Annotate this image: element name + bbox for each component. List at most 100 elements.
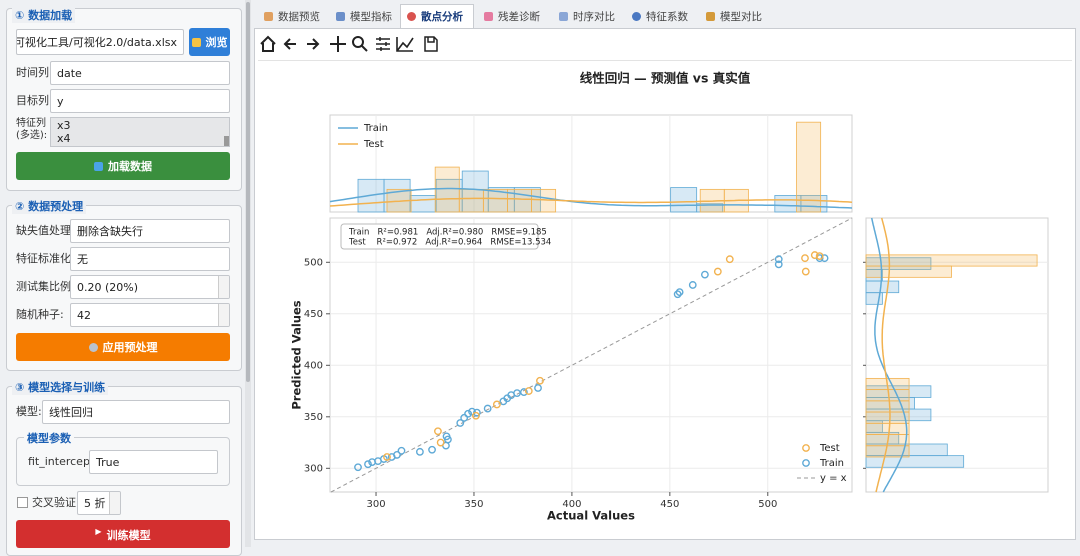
scatter-point bbox=[434, 427, 442, 436]
histogram-bar bbox=[865, 280, 900, 294]
scroll-thumb[interactable] bbox=[246, 2, 250, 382]
axes-icon[interactable] bbox=[396, 37, 414, 52]
scatter-point bbox=[468, 407, 476, 416]
tab[interactable]: 时序对比 bbox=[553, 4, 621, 28]
section-title: ② 数据预处理 bbox=[12, 198, 87, 214]
checkbox-label[interactable]: 交叉验证 bbox=[32, 496, 76, 509]
histogram-bar bbox=[670, 187, 698, 213]
tab-label: 时序对比 bbox=[573, 10, 615, 23]
scatter-point bbox=[520, 388, 528, 396]
kde-curve bbox=[875, 217, 891, 493]
spin-arrows[interactable] bbox=[218, 304, 229, 326]
file-path-input[interactable]: reixin/可视化工具/可视化2.0/data.xlsx bbox=[16, 29, 184, 55]
annotation: Test R²=0.972 Adj.R²=0.964 RMSE=13.534 bbox=[348, 238, 551, 248]
scatter-point bbox=[393, 451, 401, 459]
scatter-point bbox=[416, 447, 424, 456]
x-tick-label: 350 bbox=[464, 499, 483, 510]
spin-arrows[interactable] bbox=[218, 276, 229, 298]
spin-value: 0.20 (20%) bbox=[77, 280, 139, 294]
legend-label: Train bbox=[363, 123, 388, 134]
field-label: 缺失值处理: bbox=[16, 224, 75, 237]
train-button[interactable]: ▶ 训练模型 bbox=[16, 520, 230, 548]
histogram-bar bbox=[383, 178, 411, 213]
scatter-point bbox=[464, 409, 472, 418]
field-input[interactable]: y bbox=[50, 89, 230, 113]
field-input[interactable]: 删除含缺失行 bbox=[70, 219, 230, 243]
x-tick-label: 400 bbox=[562, 499, 581, 510]
checkbox[interactable] bbox=[17, 497, 28, 508]
pan-icon[interactable] bbox=[330, 36, 346, 52]
scatter-point bbox=[713, 267, 722, 276]
tab[interactable]: 模型指标 bbox=[330, 4, 398, 28]
play-icon: ▶ bbox=[95, 527, 102, 536]
kde-curve bbox=[329, 197, 853, 207]
scatter-point bbox=[524, 387, 533, 395]
legend-label: Train bbox=[819, 458, 844, 469]
back-icon[interactable] bbox=[283, 38, 296, 50]
tab[interactable]: 特征系数 bbox=[626, 4, 694, 28]
button-label: 加载数据 bbox=[108, 160, 152, 173]
scatter-point bbox=[725, 255, 734, 264]
chart-title: 线性回归 — 预测值 vs 真实值 bbox=[580, 71, 751, 86]
scatter-point bbox=[774, 260, 783, 269]
zoom-icon[interactable] bbox=[352, 36, 364, 48]
spin-input[interactable]: 0.20 (20%) bbox=[70, 275, 230, 299]
field-input[interactable]: True bbox=[89, 450, 218, 474]
legend-label: y = x bbox=[820, 473, 847, 484]
browse-button[interactable]: 浏览 bbox=[189, 28, 230, 56]
y-axis-label: Predicted Values bbox=[290, 300, 304, 409]
spin-input[interactable]: 42 bbox=[70, 303, 230, 327]
x-axis-label: Actual Values bbox=[547, 509, 635, 523]
scatter-point bbox=[492, 400, 501, 409]
scrollbar[interactable] bbox=[245, 0, 251, 547]
spin-value: 42 bbox=[77, 308, 91, 322]
configure-icon[interactable] bbox=[376, 37, 390, 51]
tab-active[interactable]: 散点分析 bbox=[400, 4, 474, 28]
x-tick-label: 450 bbox=[660, 499, 679, 510]
button-label: 应用预处理 bbox=[102, 341, 158, 354]
legend-marker bbox=[802, 444, 810, 452]
histogram-bar bbox=[434, 166, 460, 213]
spin-arrows[interactable] bbox=[109, 492, 120, 514]
scatter-point bbox=[700, 270, 709, 279]
field-input[interactable]: 无 bbox=[70, 247, 230, 271]
spin-value: 5 折 bbox=[84, 497, 106, 510]
toolbar bbox=[260, 35, 438, 52]
scroll-thumb bbox=[224, 136, 229, 146]
sidebar: ① 数据加载 reixin/可视化工具/可视化2.0/data.xlsx 浏览 … bbox=[0, 0, 245, 556]
field-label: 时间列: bbox=[16, 66, 53, 79]
scatter-point bbox=[801, 254, 809, 263]
y-tick-label: 350 bbox=[304, 412, 323, 423]
histogram-bar bbox=[865, 265, 952, 278]
field-input[interactable]: date bbox=[50, 61, 230, 85]
tab-label: 散点分析 bbox=[421, 11, 463, 23]
tab[interactable]: 残差诊断 bbox=[478, 4, 546, 28]
save-icon[interactable] bbox=[424, 36, 438, 52]
field-label: 目标列: bbox=[16, 94, 53, 107]
feature-item[interactable]: x4 bbox=[57, 132, 71, 145]
home-icon[interactable] bbox=[260, 35, 276, 52]
feature-list[interactable]: x3 x4 bbox=[50, 117, 230, 147]
histogram-bar bbox=[409, 195, 437, 213]
scatter-point bbox=[774, 255, 783, 264]
feature-item[interactable]: x3 bbox=[57, 119, 71, 132]
y-tick-label: 450 bbox=[304, 309, 323, 320]
spin-input[interactable]: 5 折 bbox=[77, 491, 121, 515]
legend-label: Test bbox=[363, 139, 384, 150]
y-tick-label: 500 bbox=[304, 257, 323, 268]
scatter-point bbox=[472, 411, 480, 420]
field-label: 测试集比例: bbox=[16, 280, 75, 293]
group-title: 模型参数 bbox=[24, 430, 74, 446]
tab[interactable]: 数据预览 bbox=[258, 4, 326, 28]
tab[interactable]: 模型对比 bbox=[700, 4, 768, 28]
scatter-point bbox=[442, 432, 451, 441]
scatter-point bbox=[436, 438, 445, 447]
forward-icon[interactable] bbox=[307, 38, 320, 50]
histogram-bar bbox=[458, 188, 484, 213]
tab-label: 模型对比 bbox=[720, 10, 762, 23]
load-button[interactable]: 加载数据 bbox=[16, 152, 230, 180]
preprocess-button[interactable]: 应用预处理 bbox=[16, 333, 230, 361]
histogram-bar bbox=[865, 455, 965, 468]
annotation: Train R²=0.981 Adj.R²=0.980 RMSE=9.185 bbox=[348, 228, 547, 238]
model-select[interactable]: 线性回归 bbox=[42, 400, 230, 424]
